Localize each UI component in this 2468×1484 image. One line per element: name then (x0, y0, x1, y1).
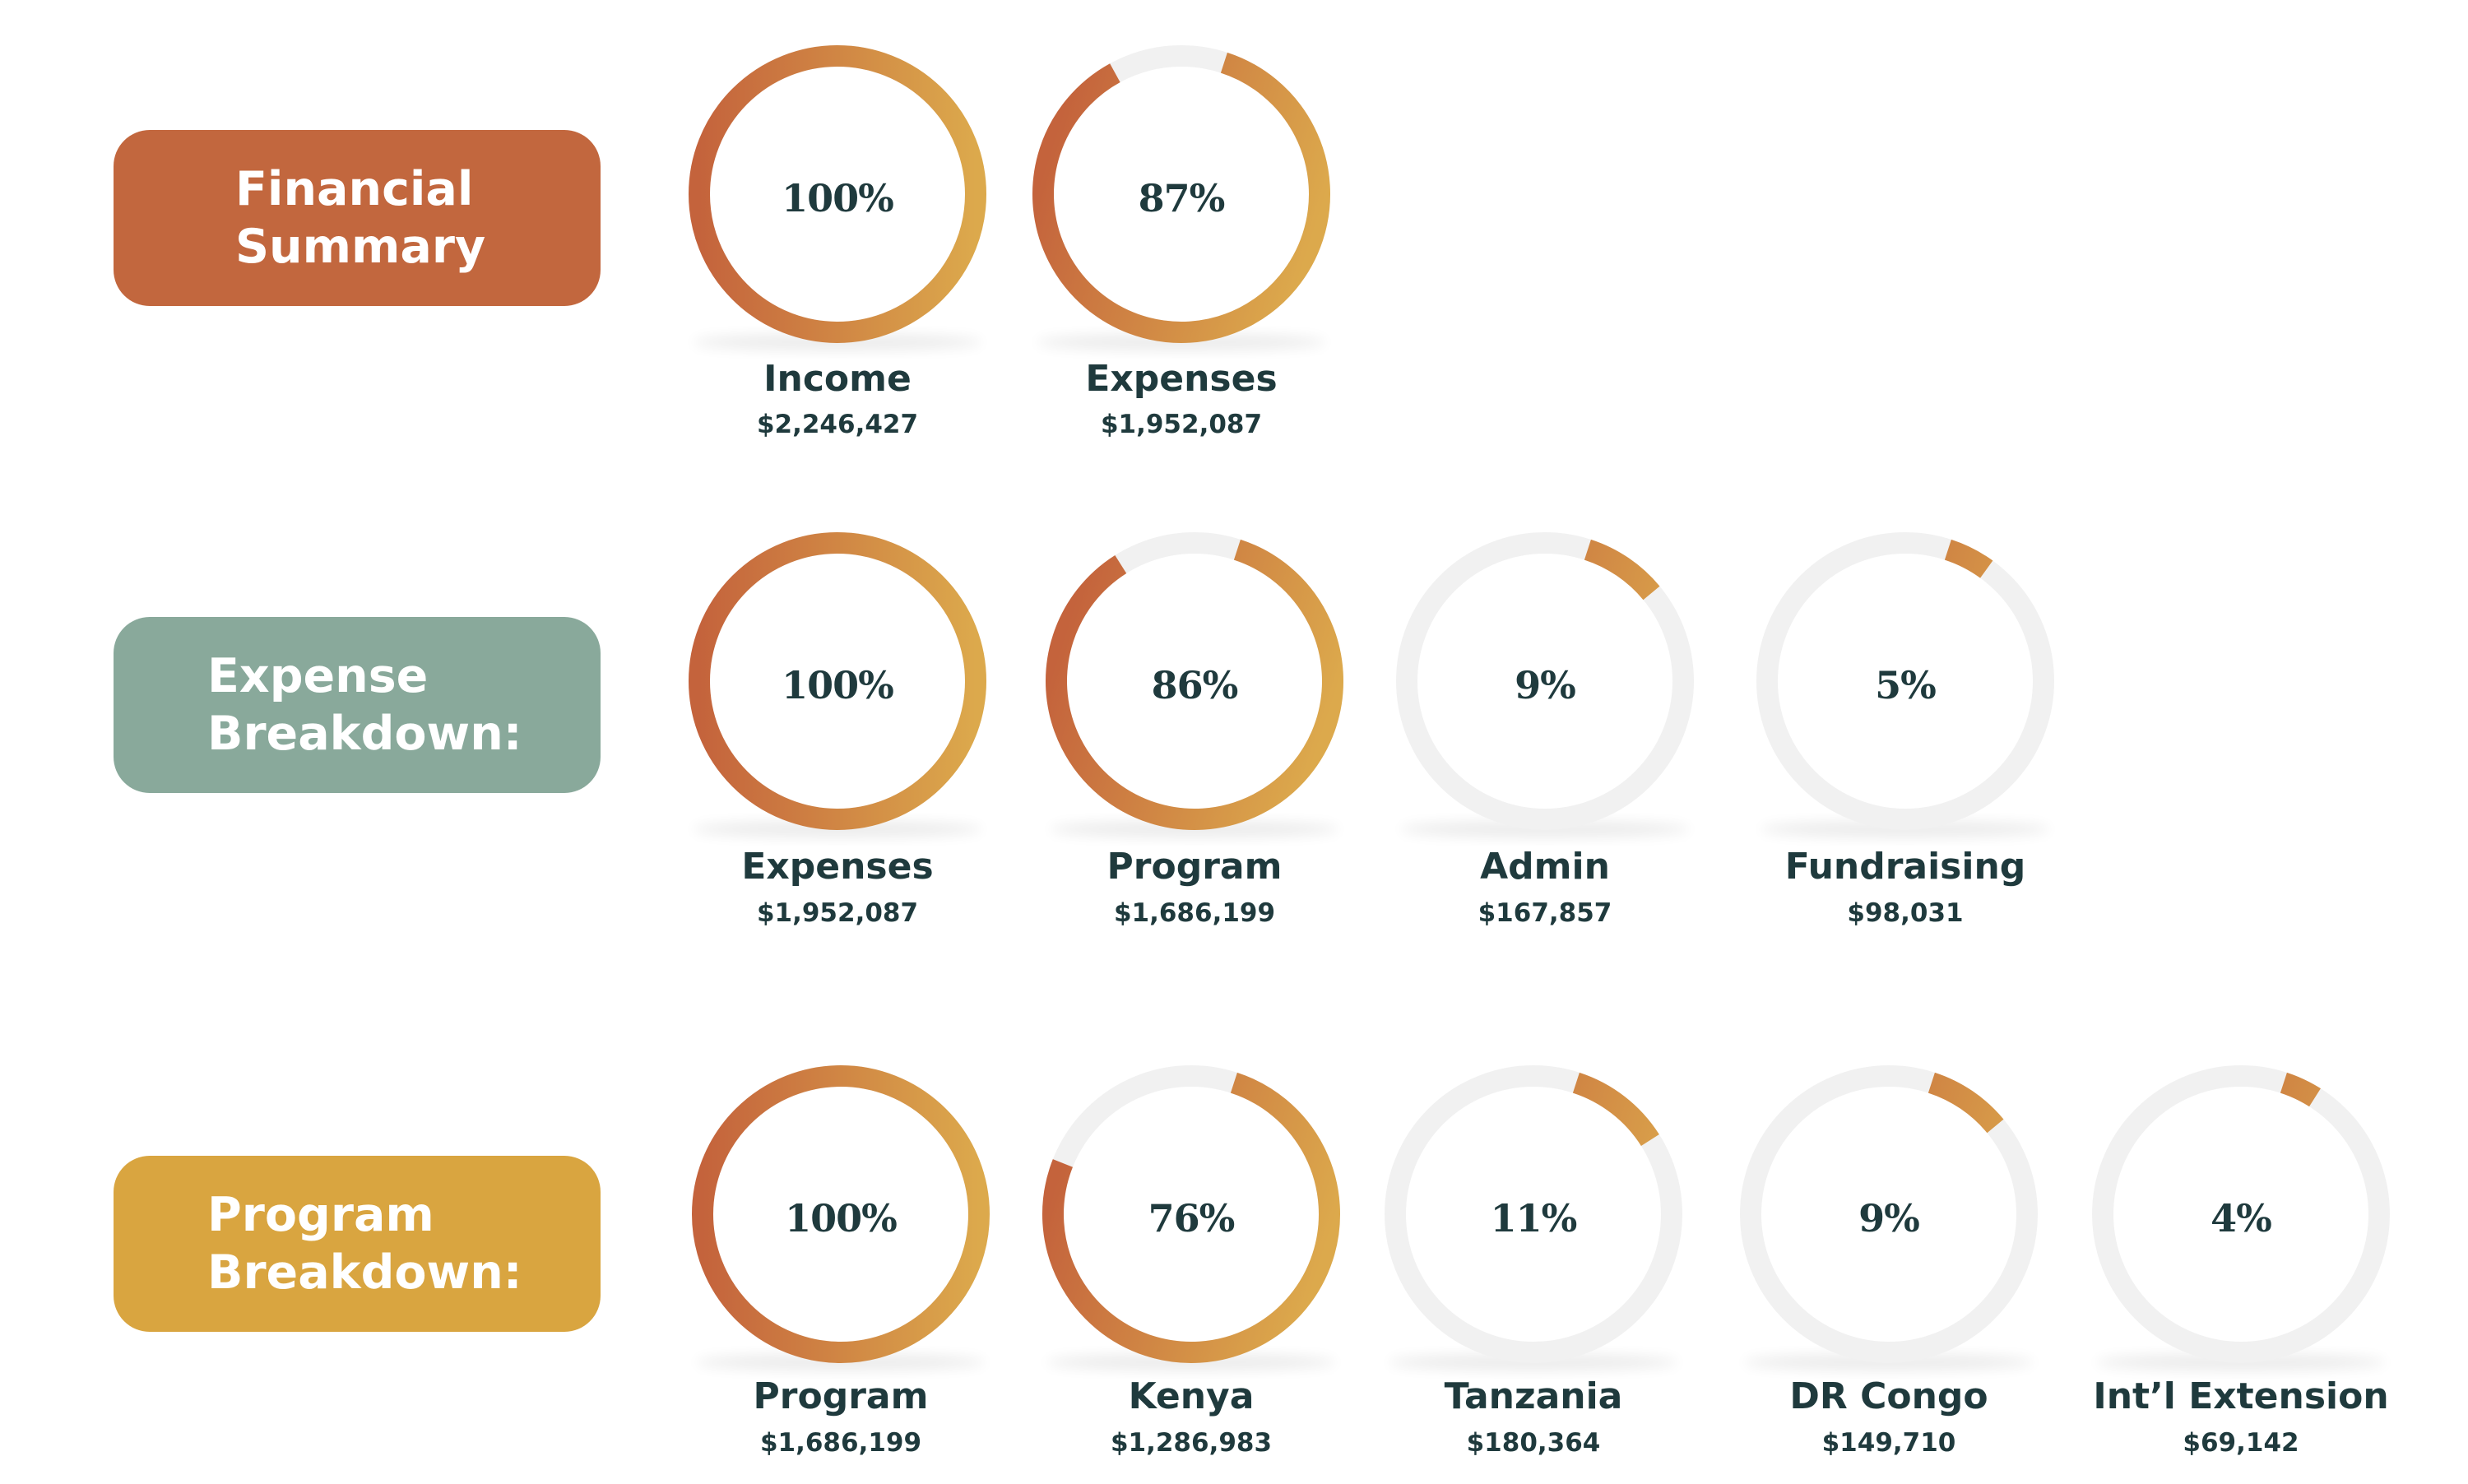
ring-percent: 5% (1875, 663, 1937, 707)
donut-ring (1740, 1065, 2038, 1370)
donut-ring (689, 45, 986, 350)
ring-arc (689, 45, 986, 343)
ring-track (2092, 1065, 2390, 1363)
donut-ring (689, 532, 986, 837)
ring-track (1396, 532, 1694, 830)
donut-ring (2092, 1065, 2390, 1370)
ring-track (1756, 532, 2054, 830)
ring-percent: 87% (1138, 176, 1226, 220)
ring-percent: 76% (1148, 1196, 1236, 1241)
ring-percent: 11% (1490, 1196, 1578, 1241)
ring-amount: $69,142 (2183, 1428, 2299, 1458)
ring-amount: $149,710 (1821, 1428, 1956, 1458)
section-label-line-2: Breakdown: (207, 707, 522, 761)
ring-track (1740, 1065, 2038, 1363)
ring-label: Fundraising (1784, 846, 2026, 888)
ring-label: DR Congo (1789, 1375, 1988, 1417)
donut-ring (1385, 1065, 1682, 1370)
section-label-financial-summary: Financial Summary (114, 130, 601, 306)
ring-amount: $1,952,087 (756, 898, 919, 928)
ring-amount: $1,952,087 (1100, 410, 1263, 439)
donut-ring (1046, 532, 1343, 837)
ring-percent: 100% (782, 663, 894, 707)
ring-percent: 86% (1151, 663, 1239, 707)
ring-amount: $98,031 (1847, 898, 1964, 928)
section-label-program-breakdown: Program Breakdown: (114, 1156, 601, 1332)
donut-ring (1042, 1065, 1340, 1370)
ring-amount: $167,857 (1478, 898, 1612, 928)
ring-label: Admin (1480, 846, 1610, 888)
section-label-line-1: Program (207, 1188, 434, 1242)
ring-label: Expenses (741, 846, 934, 888)
ring-arc (689, 532, 986, 830)
ring-label: Kenya (1128, 1375, 1255, 1417)
ring-amount: $1,686,199 (759, 1428, 922, 1458)
donut-ring (1032, 45, 1330, 350)
donut-ring (1756, 532, 2054, 837)
section-label-line-2: Summary (235, 220, 486, 274)
ring-track (1385, 1065, 1682, 1363)
ring-amount: $180,364 (1466, 1428, 1601, 1458)
ring-amount: $2,246,427 (756, 410, 919, 439)
ring-label: Int’l Extension (2093, 1375, 2389, 1417)
ring-label: Program (1106, 846, 1283, 888)
ring-arc (692, 1065, 990, 1363)
ring-label: Expenses (1085, 358, 1278, 400)
donut-ring (692, 1065, 990, 1370)
section-label-line-1: Expense (207, 649, 429, 703)
ring-percent: 100% (782, 176, 894, 220)
donut-ring (1396, 532, 1694, 837)
ring-percent: 100% (785, 1196, 898, 1241)
ring-percent: 9% (1515, 663, 1576, 707)
ring-percent: 9% (1858, 1196, 1920, 1241)
section-label-line-2: Breakdown: (207, 1245, 522, 1300)
ring-label: Income (763, 358, 912, 400)
ring-label: Tanzania (1444, 1375, 1623, 1417)
ring-amount: $1,286,983 (1110, 1428, 1273, 1458)
ring-label: Program (753, 1375, 929, 1417)
ring-amount: $1,686,199 (1113, 898, 1276, 928)
section-label-line-1: Financial (235, 162, 474, 216)
section-label-expense-breakdown: Expense Breakdown: (114, 617, 601, 793)
ring-percent: 4% (2211, 1196, 2272, 1241)
